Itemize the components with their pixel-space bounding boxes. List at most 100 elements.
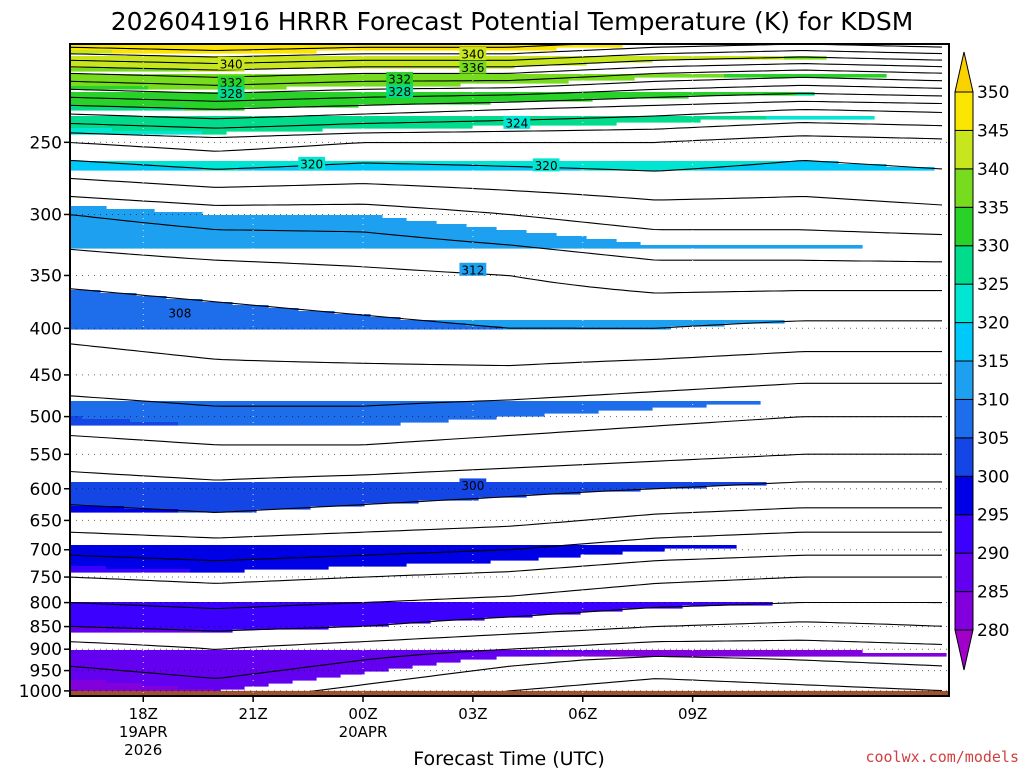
contour-line [69, 453, 942, 481]
colorbar-label: 315 [977, 352, 1009, 372]
contour-label-text: 308 [168, 307, 191, 321]
contour-line [69, 531, 942, 562]
y-tick-label: 250 [30, 133, 62, 153]
contour-label: 312 [459, 262, 487, 277]
contour-label-text: 340 [461, 48, 484, 62]
contour-label: 328 [386, 84, 414, 99]
colorbar-segment [954, 475, 974, 516]
contour-line [69, 84, 943, 102]
contour-line [69, 100, 943, 120]
contour-line [69, 382, 942, 407]
contour-line [69, 507, 942, 539]
colorbar-segment [954, 283, 974, 324]
theta-filled-contours [70, 44, 947, 693]
colorbar-segment [954, 437, 974, 477]
colorbar-segment [954, 591, 974, 631]
chart-title: 2026041916 HRRR Forecast Potential Tempe… [111, 7, 914, 36]
y-tick-label: 600 [30, 480, 62, 500]
colorbar-min-arrow [954, 629, 974, 671]
contour-line [69, 56, 943, 71]
colorbar-label: 285 [977, 583, 1009, 603]
y-tick-label: 350 [30, 266, 62, 286]
colorbar-label: 290 [977, 544, 1009, 564]
colorbar-segment [954, 322, 974, 362]
contour-label: 332 [386, 71, 414, 86]
y-tick-label: 700 [30, 541, 62, 561]
colorbar-segment [954, 552, 974, 593]
contour-label-bg [298, 156, 326, 170]
x-axis-label: Forecast Time (UTC) [413, 748, 604, 768]
y-tick-label: 550 [30, 445, 62, 465]
theta-contour-lines [69, 43, 943, 697]
y-tick-label: 400 [30, 319, 62, 339]
colorbar-segment [954, 129, 974, 170]
contour-label: 320 [532, 158, 560, 173]
contour-label-text: 324 [505, 116, 528, 130]
contour-label: 320 [298, 156, 326, 171]
colorbar-segment [954, 360, 974, 400]
contour-line [69, 63, 943, 78]
x-tick-label: 21Z [238, 705, 267, 723]
contour-line [69, 159, 943, 172]
colorbar-segment [954, 168, 974, 208]
contour-line [69, 554, 942, 584]
colorbar-label: 335 [977, 198, 1009, 218]
x-tick-label: 2026 [124, 741, 162, 759]
x-tick-label: 09Z [678, 705, 707, 723]
contour-label-text: 320 [535, 159, 558, 173]
contour-line [69, 639, 943, 679]
contour-label: 340 [217, 56, 245, 71]
contour-label-text: 332 [388, 72, 411, 86]
colorbar-label: 295 [977, 506, 1009, 526]
contour-line [69, 135, 943, 152]
x-tick-label: 06Z [568, 705, 597, 723]
contour-line [69, 92, 943, 110]
colorbar-max-arrow [954, 51, 974, 93]
contour-label-text: 320 [300, 157, 323, 171]
y-tick-label: 650 [30, 511, 62, 531]
contour-line [69, 343, 942, 367]
colorbar-label: 330 [977, 237, 1009, 257]
contour-label: 300 [459, 478, 487, 493]
colorbar-segment [954, 514, 974, 554]
contour-label-bg [459, 262, 487, 276]
y-tick-label: 450 [30, 366, 62, 386]
y-tick-label: 950 [30, 662, 62, 682]
contour-label: 328 [217, 86, 245, 101]
x-tick-label: 03Z [458, 705, 487, 723]
contour-line [69, 43, 583, 52]
colorbar-segment [954, 398, 974, 439]
y-tick-label: 1000 [19, 682, 62, 702]
colorbar: 280 285 290 295 300 305 310 315 320 325 330 335 340 3… [954, 51, 1009, 671]
contour-line [69, 481, 942, 513]
contour-line [69, 76, 943, 94]
contour-line [69, 177, 943, 206]
contour-label-text: 328 [220, 87, 243, 101]
contour-label: 340 [459, 47, 487, 62]
colorbar-label: 280 [977, 621, 1009, 641]
contour-label-bg [166, 306, 194, 320]
colorbar-label: 310 [977, 390, 1009, 410]
contour-label-text: 336 [461, 61, 484, 75]
contour-label-bg [386, 71, 414, 85]
colorbar-segment [954, 245, 974, 285]
contour-line [69, 288, 942, 329]
contour-label-bg [386, 84, 414, 98]
contour-label: 336 [459, 60, 487, 75]
colorbar-label: 320 [977, 314, 1009, 334]
y-tick-label: 900 [30, 640, 62, 660]
contour-label-bg [459, 47, 487, 61]
credit-text: coolwx.com/models [865, 748, 1019, 766]
colorbar-label: 350 [977, 83, 1009, 103]
colorbar-label: 345 [977, 121, 1009, 141]
contour-line [69, 248, 942, 294]
contour-line [69, 195, 943, 236]
contour-label: 324 [503, 115, 531, 130]
y-tick-label: 850 [30, 618, 62, 638]
y-tick-label: 750 [30, 568, 62, 588]
contour-label-text: 300 [461, 479, 484, 493]
colorbar-segment [954, 91, 974, 131]
